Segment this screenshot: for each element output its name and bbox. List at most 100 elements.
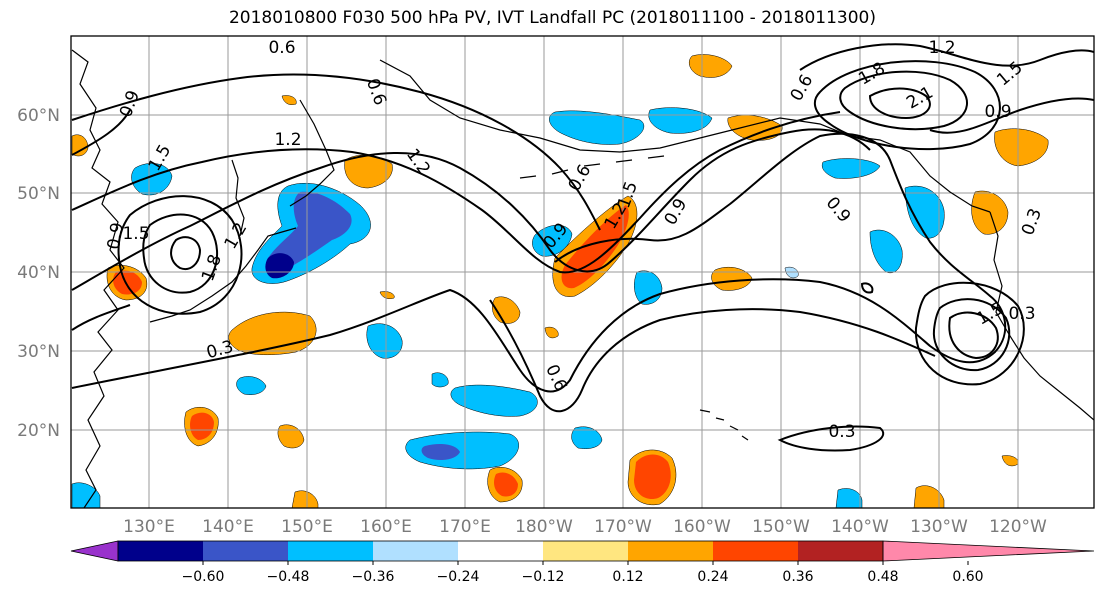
anomaly-patch-negative [366, 323, 403, 359]
anomaly-patch-negative-core [265, 191, 352, 273]
colorbar-segment [798, 541, 883, 561]
longitude-label: 140°E [202, 517, 254, 537]
anomaly-patch-positive [277, 424, 305, 449]
anomaly-patch-positive-core [634, 454, 671, 500]
longitude-label: 170°W [594, 517, 652, 537]
anomaly-patch-negative [450, 384, 538, 417]
anomaly-patch-positive-core [113, 270, 142, 295]
longitude-label: 150°W [752, 517, 810, 537]
colorbar-tick-label: 0.48 [867, 569, 898, 585]
pv-anomaly-fills [71, 54, 1049, 508]
anomaly-patch-negative [784, 266, 799, 279]
pv-contour [489, 299, 936, 413]
colorbar-tick-label: −0.48 [267, 569, 310, 585]
anomaly-patch-negative [821, 158, 881, 179]
colorbar-tick-label: 0.24 [697, 569, 728, 585]
anomaly-patch-negative [835, 488, 863, 508]
pv-contour [71, 109, 131, 331]
pv-contour [777, 425, 885, 452]
anomaly-patch-negative [236, 376, 267, 395]
anomaly-patch-positive [913, 485, 945, 508]
latitude-label: 40°N [17, 263, 60, 283]
pv-contour [932, 298, 1011, 372]
coastline-kamchatka [289, 99, 335, 207]
pv-contour [71, 73, 601, 231]
latitude-label: 20°N [17, 421, 60, 441]
anomaly-patch-negative [71, 482, 101, 508]
contour-label: 1.5 [122, 224, 149, 244]
contour-label: 0.3 [1008, 304, 1035, 324]
latitude-label: 50°N [17, 184, 60, 204]
colorbar-segment [628, 541, 713, 561]
longitude-labels: 130°E 140°E 150°E 160°E 170°E 180°W 170°W 160°W… [123, 517, 1047, 537]
colorbar-tick-label: 0.36 [782, 569, 813, 585]
pv-contour [948, 311, 999, 360]
pv-contour [914, 281, 1025, 386]
latitude-label: 30°N [17, 342, 60, 362]
anomaly-patch-positive [281, 95, 297, 105]
latitude-label: 60°N [17, 106, 60, 126]
anomaly-patch-negative [131, 163, 173, 196]
longitude-label: 180°W [515, 517, 573, 537]
colorbar-tick-label: 0.60 [952, 569, 983, 585]
colorbar-arrow-left [70, 540, 119, 562]
anomaly-patch-negative [869, 229, 903, 274]
colorbar-segment [373, 541, 458, 561]
anomaly-patch-positive [492, 296, 521, 324]
anomaly-patch-positive [379, 291, 395, 299]
colorbar-segment [288, 541, 373, 561]
colorbar-tick-label: −0.36 [352, 569, 395, 585]
coastline-hawaii [699, 409, 749, 441]
pv-contour [71, 128, 871, 291]
longitude-label: 130°W [910, 517, 968, 537]
pv-contour [813, 60, 1001, 151]
anomaly-patch-positive [994, 128, 1049, 167]
anomaly-patch-positive [689, 54, 733, 78]
colorbar-segment [543, 541, 628, 561]
pv-contour [71, 111, 841, 274]
coastline-aleutians [519, 155, 665, 179]
anomaly-patch-positive [291, 490, 319, 508]
longitude-label: 160°W [673, 517, 731, 537]
anomaly-patch-negative [405, 431, 519, 470]
anomaly-patch-positive-core [494, 472, 518, 497]
coastline-sakhalin [231, 159, 245, 237]
colorbar-frame [117, 540, 884, 562]
colorbar-tick-label: −0.12 [522, 569, 565, 585]
anomaly-patch-negative [904, 185, 945, 239]
pv-contour [860, 282, 874, 294]
contour-label: 1.2 [928, 38, 955, 58]
colorbar: −0.60 −0.48 −0.36 −0.24 −0.12 0.12 0.24 0.36 0.4… [70, 540, 1095, 585]
contour-label: 0.9 [984, 102, 1011, 122]
anomaly-patch-negative-core [421, 444, 460, 460]
pv-contour [170, 236, 202, 270]
pv-contours [71, 43, 1094, 452]
anomaly-patch-positive [544, 326, 559, 339]
colorbar-arrow-right [882, 540, 1095, 562]
colorbar-tick-label: 0.12 [612, 569, 643, 585]
colorbar-segment [713, 541, 798, 561]
longitude-label: 120°W [989, 517, 1047, 537]
coastline-asia [71, 49, 125, 508]
colorbar-segment [203, 541, 288, 561]
anomaly-patch-positive-core [190, 412, 214, 440]
anomaly-patch-negative [648, 107, 713, 134]
anomaly-patch-negative [549, 110, 645, 145]
pv-contour [868, 87, 931, 120]
anomaly-patch-positive [71, 134, 89, 157]
pv-contour [71, 132, 1007, 393]
colorbar-segment [118, 541, 203, 561]
longitude-label: 170°E [439, 517, 491, 537]
pv-contour [839, 70, 968, 131]
longitude-label: 140°W [831, 517, 889, 537]
anomaly-patch-negative [431, 372, 449, 388]
longitude-label: 160°E [360, 517, 412, 537]
colorbar-tick-label: −0.24 [437, 569, 480, 585]
map-frame [70, 35, 1095, 509]
pv-contour [929, 97, 1094, 134]
anomaly-patch-negative [571, 426, 603, 449]
map-title: 2018010800 F030 500 hPa PV, IVT Landfall… [228, 8, 876, 28]
longitude-label: 130°E [123, 517, 175, 537]
contour-label: 0.6 [268, 38, 295, 58]
contour-label: 0.9 [104, 221, 128, 251]
